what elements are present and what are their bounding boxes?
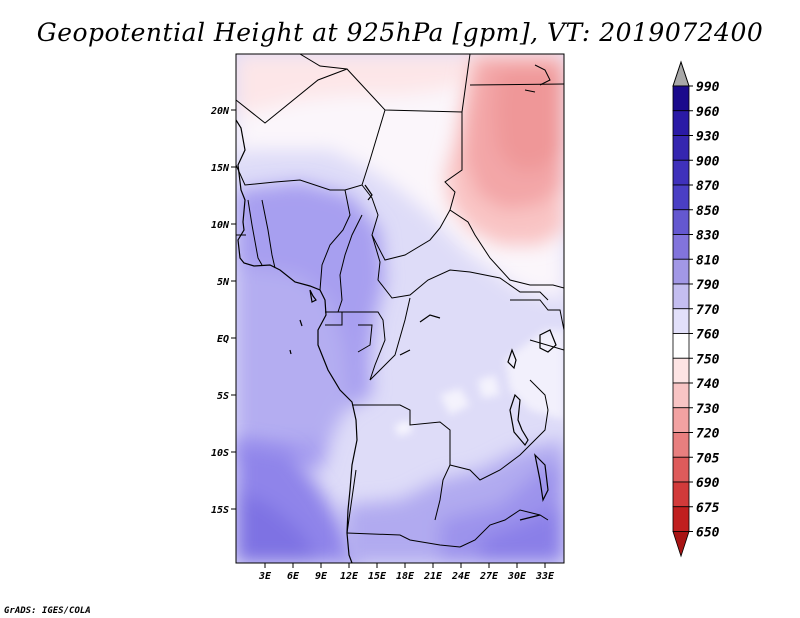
colorbar-label: 810 bbox=[696, 253, 720, 268]
colorbar-box bbox=[672, 432, 690, 458]
lon-label: 12E bbox=[340, 571, 359, 582]
field-purple-south bbox=[345, 440, 564, 563]
lake-tanganyika bbox=[509, 393, 529, 447]
colorbar-box bbox=[672, 481, 690, 508]
colorbar-label: 730 bbox=[696, 402, 720, 417]
lat-axis: 20N 15N 10N 5N EQ 5S 10S 15S bbox=[210, 106, 236, 516]
map-panel bbox=[236, 54, 564, 563]
colorbar-label: 705 bbox=[696, 451, 720, 466]
lon-label: 15E bbox=[368, 571, 387, 582]
colorbar-label: 750 bbox=[696, 352, 720, 367]
colorbar-label: 870 bbox=[696, 179, 720, 194]
lon-label: 18E bbox=[396, 571, 415, 582]
colorbar-box bbox=[672, 184, 690, 211]
lon-label: 9E bbox=[315, 571, 328, 582]
colorbar-labels: 990 960 930 900 870 850 830 810 790 770 760 750 740 7… bbox=[689, 80, 720, 541]
colorbar-label: 740 bbox=[696, 377, 720, 392]
colorbar-label: 850 bbox=[696, 204, 720, 219]
colorbar-box bbox=[672, 110, 690, 136]
lat-label: 5N bbox=[217, 277, 230, 288]
map-frame bbox=[235, 53, 565, 564]
colorbar-label: 690 bbox=[696, 476, 720, 491]
colorbar-box bbox=[672, 308, 690, 334]
colorbar-box bbox=[672, 258, 690, 285]
lon-axis: 3E 6E 9E 12E 15E 18E 21E 24E 27E 30E 33E bbox=[258, 563, 555, 582]
colorbar: 990 960 930 900 870 850 830 810 790 770 760 750 740 7… bbox=[672, 60, 720, 558]
colorbar-over-arrow bbox=[672, 60, 690, 87]
colorbar-box bbox=[672, 506, 690, 532]
colorbar-label: 960 bbox=[696, 105, 720, 120]
lon-label: 6E bbox=[287, 571, 300, 582]
lat-label: 5S bbox=[217, 391, 229, 402]
colorbar-label: 790 bbox=[696, 278, 720, 293]
lon-label: 3E bbox=[258, 571, 272, 582]
lat-label: 10N bbox=[211, 220, 230, 231]
colorbar-box bbox=[672, 159, 690, 186]
field-purple-sw bbox=[236, 440, 360, 563]
colorbar-box bbox=[672, 357, 690, 384]
colorbar-box bbox=[672, 283, 690, 310]
colorbar-label: 830 bbox=[696, 229, 720, 244]
colorbar-label: 675 bbox=[696, 501, 720, 516]
map-title: Geopotential Height at 925hPa [gpm], VT:… bbox=[37, 18, 764, 47]
colorbar-box bbox=[672, 407, 690, 433]
colorbar-label: 990 bbox=[696, 80, 720, 95]
colorbar-label: 770 bbox=[696, 303, 720, 318]
colorbar-box bbox=[672, 209, 690, 235]
colorbar-under-arrow bbox=[672, 531, 690, 558]
lon-label: 30E bbox=[507, 571, 527, 582]
colorbar-boxes bbox=[672, 85, 690, 558]
colorbar-box bbox=[672, 135, 690, 161]
colorbar-box bbox=[672, 382, 690, 409]
lon-label: 24E bbox=[451, 571, 471, 582]
colorbar-box bbox=[672, 85, 690, 112]
lon-label: 33E bbox=[535, 571, 555, 582]
lat-label: EQ bbox=[217, 334, 229, 345]
colorbar-box bbox=[672, 234, 690, 260]
colorbar-label: 720 bbox=[696, 427, 720, 442]
colorbar-box bbox=[672, 333, 690, 359]
lon-label: 27E bbox=[479, 571, 499, 582]
colorbar-label: 930 bbox=[696, 130, 720, 145]
colorbar-label: 760 bbox=[696, 328, 720, 343]
lon-label: 21E bbox=[423, 571, 443, 582]
map-borders bbox=[236, 54, 564, 563]
colorbar-label: 650 bbox=[696, 526, 720, 541]
lat-label: 15N bbox=[211, 163, 230, 174]
lat-label: 20N bbox=[210, 106, 230, 117]
field-east bbox=[395, 330, 564, 436]
lat-label: 15S bbox=[211, 505, 229, 516]
colorbar-label: 900 bbox=[696, 154, 720, 169]
grads-credit: GrADS: IGES/COLA bbox=[4, 606, 91, 616]
lat-label: 10S bbox=[211, 448, 229, 459]
colorbar-box bbox=[672, 456, 690, 483]
field-red-high bbox=[445, 54, 564, 245]
